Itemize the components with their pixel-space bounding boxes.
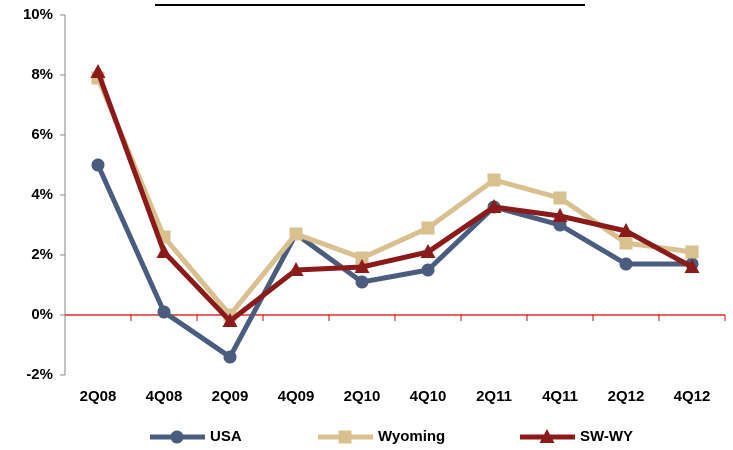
data-point xyxy=(487,173,501,187)
data-point xyxy=(222,313,238,327)
y-tick-label: 2% xyxy=(31,246,53,263)
data-point xyxy=(618,223,634,237)
data-point xyxy=(91,158,105,172)
x-tick-label: 2Q12 xyxy=(608,388,645,405)
x-tick-label: 2Q08 xyxy=(80,388,117,405)
series-line xyxy=(95,77,693,318)
data-point xyxy=(619,257,633,271)
data-point xyxy=(684,259,700,273)
data-point xyxy=(90,64,106,78)
data-point xyxy=(289,227,303,241)
x-tick-label: 4Q12 xyxy=(674,388,711,405)
legend-label: SW-WY xyxy=(580,428,633,445)
y-tick-label: -2% xyxy=(26,366,53,383)
series-line xyxy=(95,71,694,324)
x-tick-label: 2Q09 xyxy=(212,388,249,405)
data-point xyxy=(288,262,304,276)
y-tick-label: 8% xyxy=(31,66,53,83)
legend-marker xyxy=(170,430,184,444)
x-tick-label: 4Q08 xyxy=(146,388,183,405)
data-point xyxy=(156,244,172,258)
y-tick-label: 6% xyxy=(31,126,53,143)
data-point xyxy=(157,305,171,319)
data-point xyxy=(223,350,237,364)
x-tick-label: 2Q11 xyxy=(476,388,512,405)
data-point xyxy=(420,244,436,258)
y-tick-label: 10% xyxy=(23,6,53,23)
x-tick-label: 4Q09 xyxy=(278,388,315,405)
data-point xyxy=(354,259,370,273)
x-tick-label: 4Q11 xyxy=(542,388,578,405)
data-point xyxy=(355,275,369,289)
legend-label: USA xyxy=(210,428,242,445)
data-point xyxy=(685,245,699,259)
legend-marker xyxy=(338,430,352,444)
data-point xyxy=(421,263,435,277)
x-tick-label: 2Q10 xyxy=(344,388,381,405)
data-point xyxy=(553,191,567,205)
data-point xyxy=(486,199,502,213)
y-tick-label: 4% xyxy=(31,186,53,203)
y-tick-label: 0% xyxy=(31,306,53,323)
data-point xyxy=(355,251,369,265)
legend-marker xyxy=(539,429,555,443)
data-point xyxy=(619,236,633,250)
x-tick-label: 4Q10 xyxy=(410,388,447,405)
legend-label: Wyoming xyxy=(378,428,445,445)
data-point xyxy=(552,208,568,222)
series-line xyxy=(95,163,692,360)
data-point xyxy=(421,221,435,235)
